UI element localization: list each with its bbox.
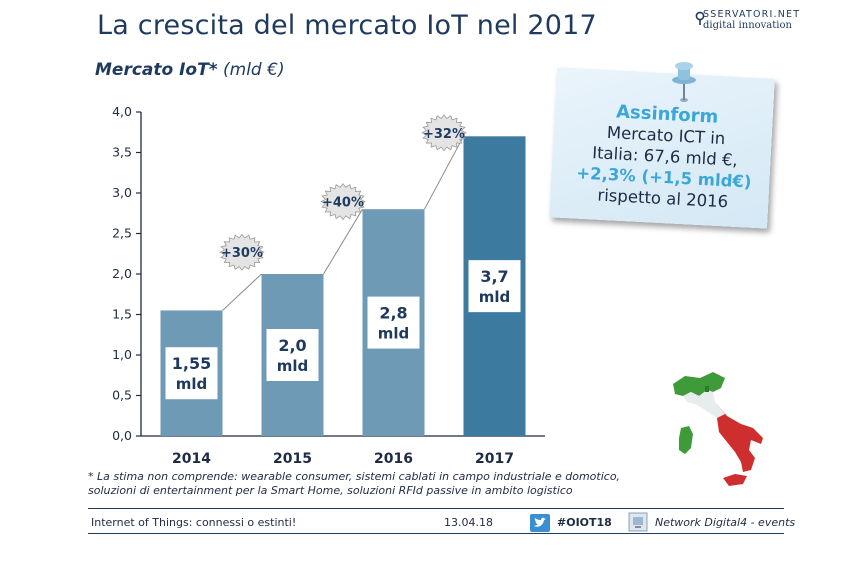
italy-map-icon [673,372,763,486]
location-pin-icon [695,11,705,25]
x-tick-label: 2016 [374,451,413,467]
note-text: Assinform Mercato ICT in Italia: 67,6 ml… [557,99,772,215]
pushpin-icon [672,62,696,102]
footer-network: Network Digital4 - events [655,516,796,529]
data-label-unit: mld [176,375,208,393]
subtitle-bold: Mercato IoT* [95,60,218,80]
growth-badge [421,114,467,152]
growth-label: +32% [423,127,465,142]
footer: Internet of Things: connessi o estinti! … [88,512,795,535]
y-tick-label: 4,0 [112,104,132,119]
footnote-line2: soluzioni di entertainment per la Smart … [88,484,573,497]
twitter-icon [530,514,550,532]
page-title: La crescita del mercato IoT nel 2017 [97,10,597,41]
x-tick-label: 2014 [172,451,211,467]
y-tick-label: 2,5 [112,226,132,241]
y-tick-label: 2,0 [112,266,132,281]
footer-date: 13.04.18 [444,516,493,529]
logo-line1: SSERVATORI.NET [703,9,801,20]
data-label-box [165,347,218,400]
bar-chart: 0,0 0,5 1,0 1,5 2,0 2,5 3,0 3,5 4,0 2014 1,55 mld 20… [112,104,545,467]
y-tick-label: 1,0 [112,347,132,362]
data-label-box [468,260,521,313]
data-label-value: 1,55 [172,354,211,373]
footnote: * La stima non comprende: wearable consu… [88,470,648,498]
x-tick-label: 2015 [273,451,312,467]
data-label-value: 2,8 [379,304,407,323]
growth-connector [323,208,363,275]
y-tick-label: 1,5 [112,307,132,322]
growth-connector [424,136,464,210]
data-label-unit: mld [479,288,511,306]
growth-connector [222,273,262,311]
y-tick-label: 3,5 [112,145,132,160]
footnote-line1: * La stima non comprende: wearable consu… [88,470,621,483]
data-label-value: 3,7 [480,267,508,286]
subtitle-unit: (mld €) [223,60,285,80]
footer-hashtag-group: #OIOT18 [530,514,612,535]
y-tick-label: 0,5 [112,388,132,403]
data-label-box [367,296,420,349]
data-label-unit: mld [277,357,309,375]
y-tick-label: 0,0 [112,428,132,443]
footer-event: Internet of Things: connessi o estinti! [91,516,297,529]
growth-label: +40% [322,196,364,211]
footer-network-group: Network Digital4 - events [628,512,795,535]
growth-badge [320,183,366,221]
y-tick-label: 3,0 [112,185,132,200]
growth-badge [219,233,265,271]
chart-subtitle: Mercato IoT* (mld €) [95,60,285,80]
network-digital4-icon [628,512,648,532]
x-tick-label: 2017 [475,451,514,467]
data-label-unit: mld [378,325,410,343]
osservatori-logo: SSERVATORI.NET digital innovation [695,9,799,43]
data-label-box [266,329,319,381]
logo-line2: digital innovation [703,20,792,31]
footer-divider-bottom [88,533,784,534]
footer-hashtag: #OIOT18 [557,516,612,529]
growth-label: +30% [221,246,263,261]
data-label-value: 2,0 [278,336,306,355]
footer-divider [88,508,784,509]
